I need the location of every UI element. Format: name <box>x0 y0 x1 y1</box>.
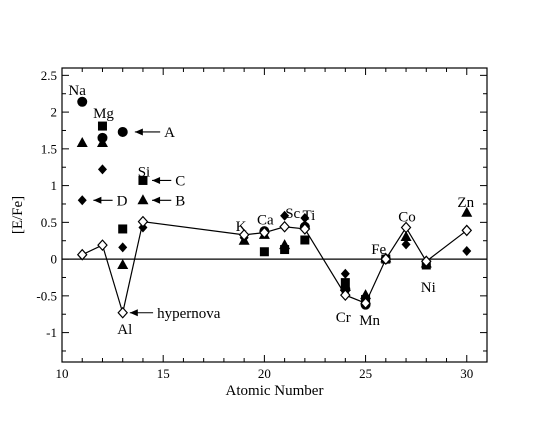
annotation-label: C <box>175 173 185 189</box>
x-tick-label: 20 <box>258 366 271 381</box>
diamond-point <box>118 242 128 253</box>
open-diamond-point <box>299 223 311 235</box>
y-tick-label: 1.5 <box>41 141 57 156</box>
annotation-label: hypernova <box>157 306 221 322</box>
triangle-point <box>76 136 88 147</box>
open-diamond-point <box>76 248 88 261</box>
annotation-arrowhead <box>134 128 143 136</box>
open-diamond-point <box>279 220 290 233</box>
y-axis-title: [E/Fe] <box>10 196 26 234</box>
element-label: Na <box>68 83 86 99</box>
square-point <box>300 235 310 245</box>
diamond-point <box>462 246 472 257</box>
x-tick-label: 15 <box>157 366 170 381</box>
diamond-point <box>340 268 350 279</box>
open-diamond-point <box>340 289 351 302</box>
hypernova-line <box>81 220 468 316</box>
diamond-point <box>401 239 411 250</box>
diamond-point <box>77 195 87 206</box>
square-point <box>280 245 290 255</box>
element-label: Fe <box>371 242 386 258</box>
element-label: K <box>236 219 247 235</box>
annotation-label: A <box>164 125 175 141</box>
element-label: Ti <box>302 208 315 224</box>
open-diamond-point <box>420 255 432 268</box>
annotation-arrowhead <box>129 309 138 317</box>
annotation-arrowhead <box>152 196 161 204</box>
square-point <box>259 247 269 257</box>
annotation-label: D <box>117 193 128 209</box>
annotation-label: B <box>175 193 185 209</box>
triangle-point <box>400 231 412 242</box>
triangle-point <box>279 239 291 250</box>
annotation-arrowhead <box>152 176 161 184</box>
element-label: Al <box>117 322 132 338</box>
element-label: Ni <box>421 280 436 296</box>
square-point <box>97 121 107 131</box>
square-point <box>118 224 128 234</box>
x-tick-label: 10 <box>56 366 69 381</box>
square-point <box>138 175 148 185</box>
triangle-point <box>117 258 129 269</box>
open-diamond-point <box>461 224 473 237</box>
element-label: Ca <box>257 212 274 228</box>
annotation-arrowhead <box>93 196 102 204</box>
plot-area <box>62 96 487 319</box>
diamond-point <box>280 210 290 221</box>
y-tick-label: -1 <box>46 325 57 340</box>
x-axis-title: Atomic Number <box>226 383 324 399</box>
element-label: Sc <box>285 206 300 222</box>
open-diamond-point <box>400 221 412 234</box>
element-label: Mg <box>93 106 114 122</box>
open-diamond-point <box>259 226 270 239</box>
y-tick-label: 2.5 <box>41 68 57 83</box>
open-diamond-point <box>137 215 149 228</box>
triangle-point <box>461 206 473 217</box>
y-tick-label: -0.5 <box>36 288 57 303</box>
triangle-point <box>360 289 372 300</box>
axes: -1 -0.5 0 0.5 1 1.5 2 2.5 10 15 20 25 30 <box>36 68 487 381</box>
plot-frame <box>61 67 488 363</box>
diamond-point <box>97 164 107 175</box>
element-label: Cr <box>336 310 351 326</box>
y-tick-label: 0.5 <box>41 215 57 230</box>
open-diamond-point <box>238 228 250 241</box>
x-tick-label: 25 <box>359 366 372 381</box>
y-tick-label: 0 <box>51 252 58 267</box>
open-diamond-point <box>97 239 108 252</box>
triangle-point <box>339 281 351 292</box>
diamond-point <box>300 212 310 223</box>
element-label: Zn <box>457 195 474 211</box>
triangle-point <box>137 194 149 205</box>
open-diamond-point <box>117 306 129 319</box>
triangle-point <box>96 136 108 147</box>
element-label: Si <box>138 165 151 181</box>
circle-point <box>77 96 88 107</box>
y-tick-label: 2 <box>51 105 58 120</box>
open-diamond-point <box>380 253 392 265</box>
x-tick-label: 30 <box>460 366 473 381</box>
y-tick-label: 1 <box>51 178 58 193</box>
element-label: Co <box>398 209 416 225</box>
element-label: Mn <box>359 313 380 329</box>
open-diamond-point <box>360 297 371 310</box>
circle-point <box>117 126 128 137</box>
